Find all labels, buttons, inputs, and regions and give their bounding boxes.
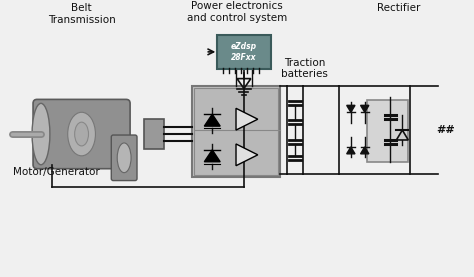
Text: eZdsp: eZdsp [231, 42, 257, 52]
Ellipse shape [68, 112, 95, 156]
Ellipse shape [117, 143, 131, 173]
Text: ##: ## [437, 125, 455, 135]
Polygon shape [236, 144, 258, 166]
Polygon shape [346, 105, 355, 112]
Polygon shape [204, 150, 220, 162]
Bar [192, 86, 280, 177]
Polygon shape [396, 130, 408, 140]
FancyBboxPatch shape [217, 35, 271, 69]
Bar [194, 88, 278, 175]
Text: Rectifier: Rectifier [377, 3, 420, 13]
Polygon shape [346, 147, 355, 154]
Polygon shape [361, 147, 369, 154]
Text: Traction
batteries: Traction batteries [281, 58, 328, 79]
FancyBboxPatch shape [111, 135, 137, 181]
Bar [144, 119, 164, 149]
Text: Power electronics
and control system: Power electronics and control system [187, 1, 287, 23]
Text: 28Fxx: 28Fxx [231, 53, 257, 62]
Polygon shape [236, 108, 258, 130]
Ellipse shape [32, 103, 50, 165]
Ellipse shape [74, 122, 89, 146]
Polygon shape [361, 105, 369, 112]
Text: Motor/Generator: Motor/Generator [13, 167, 100, 177]
Bar [367, 100, 408, 162]
Polygon shape [204, 114, 220, 126]
Text: Belt
Transmission: Belt Transmission [48, 3, 116, 25]
FancyBboxPatch shape [33, 99, 130, 169]
